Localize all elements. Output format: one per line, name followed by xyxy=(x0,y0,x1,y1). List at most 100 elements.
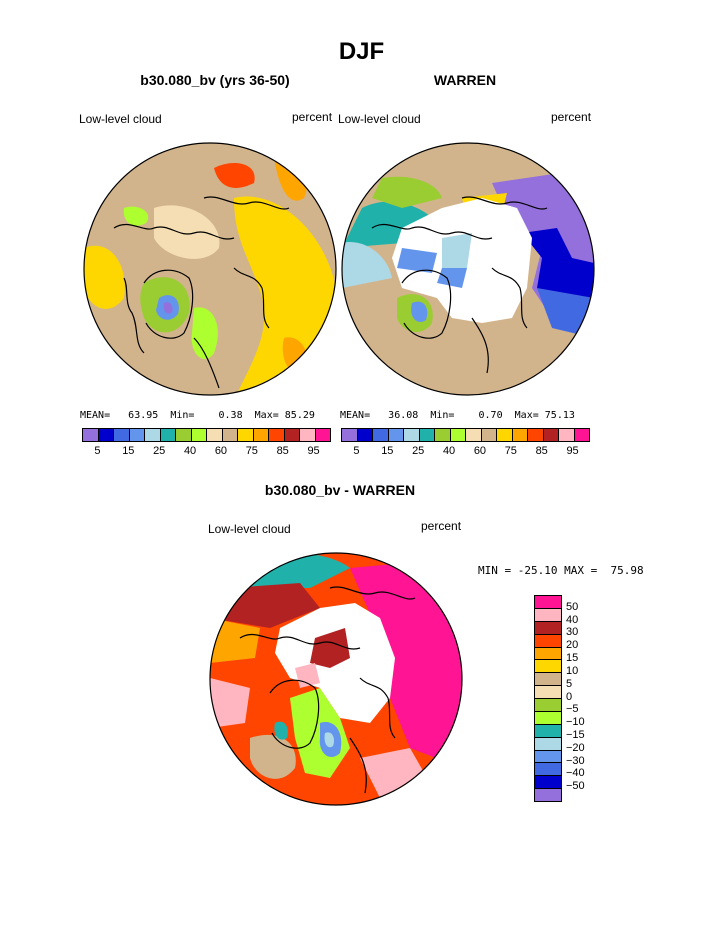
panel3-field-pink-w xyxy=(210,678,250,728)
colorbar-tick-label: 15 xyxy=(381,445,394,457)
panel1-min-value: 0.38 xyxy=(218,410,243,421)
panel3-colorbar xyxy=(534,595,562,802)
colorbar-swatch xyxy=(497,429,513,441)
colorbar-tick-label: 20 xyxy=(566,639,579,652)
colorbar-tick-label: −10 xyxy=(566,716,585,729)
panel1-field-lightgreen-n xyxy=(123,206,149,226)
colorbar-swatch xyxy=(535,724,561,738)
colorbar-swatch xyxy=(535,596,561,609)
colorbar-swatch xyxy=(574,429,589,441)
colorbar-swatch xyxy=(559,429,575,441)
panel2-map xyxy=(341,142,595,396)
panel3-field-orange-w xyxy=(210,618,260,663)
colorbar-swatch xyxy=(191,429,207,441)
colorbar-tick-label: 25 xyxy=(412,445,425,457)
panel2-field-lightblue xyxy=(342,242,392,288)
colorbar-swatch xyxy=(373,429,389,441)
panel1-units-label: percent xyxy=(292,110,333,124)
colorbar-tick-label: 5 xyxy=(94,445,101,457)
colorbar-tick-label: 75 xyxy=(245,445,258,457)
panel3-colorbar-ticks: 50 40 30 20 15 10 5 0 −5 −10 −15 −20 −30 −40 −50 xyxy=(566,595,606,800)
colorbar-swatch xyxy=(528,429,544,441)
panel3-coastlines xyxy=(239,586,416,794)
colorbar-tick-label: 15 xyxy=(122,445,135,457)
colorbar-swatch xyxy=(535,789,561,801)
colorbar-swatch xyxy=(342,429,358,441)
panel1-field-lightgreen xyxy=(191,307,218,360)
colorbar-swatch xyxy=(535,750,561,764)
panel1-stats: MEAN= 63.95 Min= 0.38 Max= 85.29 xyxy=(80,410,315,421)
colorbar-tick-label: 10 xyxy=(566,664,579,677)
panel2-min-label: Min= xyxy=(430,410,455,421)
panel1-map xyxy=(83,142,337,396)
colorbar-swatch xyxy=(535,763,561,777)
colorbar-tick-label: −30 xyxy=(566,754,585,767)
colorbar-swatch xyxy=(300,429,316,441)
colorbar-tick-label: 75 xyxy=(504,445,517,457)
panel1-min-label: Min= xyxy=(170,410,195,421)
colorbar-tick-label: 5 xyxy=(566,677,573,690)
colorbar-tick-label: 25 xyxy=(153,445,166,457)
colorbar-tick-label: 40 xyxy=(442,445,456,457)
panel3-map-border xyxy=(209,552,463,806)
colorbar-swatch xyxy=(419,429,435,441)
colorbar-tick-label: −20 xyxy=(566,741,585,754)
panel1-max-label: Max= xyxy=(254,410,279,421)
panel1-field-purple xyxy=(163,302,173,314)
colorbar-swatch xyxy=(357,429,373,441)
colorbar-swatch xyxy=(535,699,561,712)
colorbar-swatch xyxy=(222,429,238,441)
panel2-min-value: 0.70 xyxy=(478,410,503,421)
panel1-title: b30.080_bv (yrs 36-50) xyxy=(140,72,290,88)
colorbar-swatch xyxy=(535,673,561,687)
colorbar-swatch xyxy=(207,429,223,441)
panel2-field-blue-s xyxy=(411,301,428,323)
colorbar-tick-label: 0 xyxy=(566,690,573,703)
page-title: DJF xyxy=(338,38,385,65)
panel2-field-ice-blue-w xyxy=(397,248,437,273)
panel2-max-value: 75.13 xyxy=(544,410,575,421)
panel3-map xyxy=(209,552,463,806)
panel3-title: b30.080_bv - WARREN xyxy=(264,482,416,498)
panel2-max-label: Max= xyxy=(514,410,539,421)
colorbar-swatch xyxy=(238,429,254,441)
colorbar-tick-label: 95 xyxy=(566,445,579,457)
colorbar-tick-label: 95 xyxy=(307,445,320,457)
panel3-field-lightblue xyxy=(324,732,335,748)
colorbar-tick-label: 15 xyxy=(566,652,579,665)
colorbar-swatch xyxy=(129,429,145,441)
colorbar-swatch xyxy=(481,429,497,441)
colorbar-tick-label: 5 xyxy=(353,445,360,457)
panel2-coastlines xyxy=(371,196,548,374)
colorbar-tick-label: 85 xyxy=(276,445,289,457)
colorbar-swatch xyxy=(145,429,161,441)
colorbar-swatch xyxy=(98,429,114,441)
panel2-colorbar-ticks: 5 15 25 40 60 75 85 95 xyxy=(341,445,591,461)
panel2-colorbar xyxy=(341,428,590,442)
panel2-mean-label: MEAN= xyxy=(340,410,371,421)
colorbar-swatch xyxy=(535,647,561,661)
panel1-mean-label: MEAN= xyxy=(80,410,111,421)
panel3-field-teal-s xyxy=(274,721,288,740)
panel2-field-blue-e xyxy=(537,288,594,338)
colorbar-swatch xyxy=(512,429,528,441)
panel2-field-green-n xyxy=(372,176,442,208)
panel2-title: WARREN xyxy=(433,72,497,88)
panel3-field-tan-s xyxy=(250,734,296,779)
panel1-max-value: 85.29 xyxy=(284,410,315,421)
colorbar-tick-label: −15 xyxy=(566,728,585,741)
colorbar-tick-label: −5 xyxy=(566,703,579,716)
colorbar-tick-label: 50 xyxy=(566,600,579,613)
colorbar-tick-label: 40 xyxy=(566,613,579,626)
panel3-units-label: percent xyxy=(421,519,462,533)
panel1-field-red-n xyxy=(214,163,255,188)
colorbar-tick-label: 60 xyxy=(214,445,228,457)
panel1-field-yellow-w xyxy=(84,245,125,309)
panel2-units-label: percent xyxy=(551,110,592,124)
panel2-field-ice-blue xyxy=(437,268,467,288)
colorbar-swatch xyxy=(535,737,561,751)
panel2-map-border xyxy=(341,142,595,396)
panel1-mean-value: 63.95 xyxy=(128,410,159,421)
colorbar-swatch xyxy=(83,429,99,441)
colorbar-tick-label: 30 xyxy=(566,626,579,639)
